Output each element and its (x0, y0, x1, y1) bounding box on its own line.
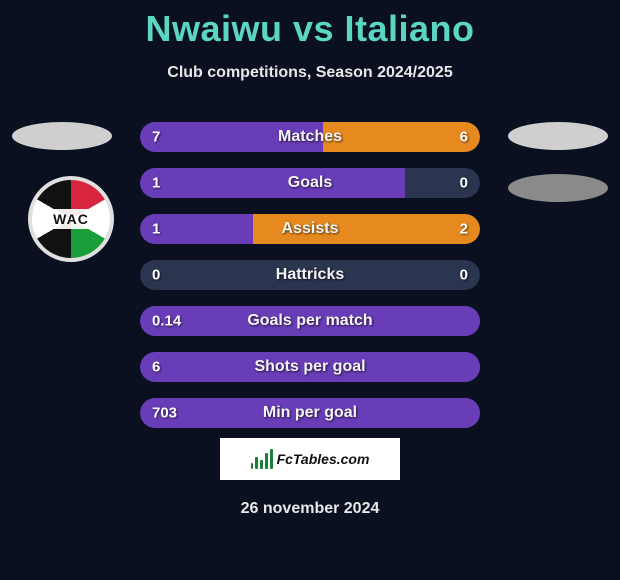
club-badge-left: WAC (28, 176, 114, 262)
stat-label: Matches (278, 128, 342, 146)
stats-container: 7 6 Matches 1 0 Goals 1 2 Assists 0 0 Hattricks 0.14… (140, 122, 480, 444)
stat-value-left: 0.14 (152, 313, 181, 330)
stat-label: Goals per match (247, 312, 372, 330)
stat-value-right: 6 (460, 129, 468, 146)
stat-row: 1 0 Goals (140, 168, 480, 198)
stat-value-left: 6 (152, 359, 160, 376)
stat-row: 6 Shots per goal (140, 352, 480, 382)
stat-row: 0 0 Hattricks (140, 260, 480, 290)
club-right-placeholder (508, 174, 608, 202)
brand-chart-icon (251, 449, 273, 469)
stat-value-left: 1 (152, 175, 160, 192)
club-badge-label: WAC (47, 209, 95, 229)
stat-value-left: 703 (152, 405, 177, 422)
stat-value-left: 1 (152, 221, 160, 238)
stat-bar-left-fill (140, 168, 405, 198)
stat-value-left: 7 (152, 129, 160, 146)
stat-label: Min per goal (263, 404, 357, 422)
stat-row: 703 Min per goal (140, 398, 480, 428)
stat-label: Hattricks (276, 266, 344, 284)
stat-row: 1 2 Assists (140, 214, 480, 244)
page-title: Nwaiwu vs Italiano (0, 0, 620, 50)
stat-row: 0.14 Goals per match (140, 306, 480, 336)
stat-value-left: 0 (152, 267, 160, 284)
stat-label: Assists (282, 220, 339, 238)
stat-label: Goals (288, 174, 332, 192)
player-right-placeholder (508, 122, 608, 150)
stat-value-right: 2 (460, 221, 468, 238)
stat-row: 7 6 Matches (140, 122, 480, 152)
stat-value-right: 0 (460, 175, 468, 192)
date-label: 26 november 2024 (241, 500, 380, 518)
subtitle: Club competitions, Season 2024/2025 (0, 64, 620, 82)
brand-box: FcTables.com (220, 438, 400, 480)
stat-label: Shots per goal (254, 358, 365, 376)
player-left-placeholder (12, 122, 112, 150)
stat-bar-right-fill (323, 122, 480, 152)
brand-text: FcTables.com (277, 451, 370, 467)
stat-value-right: 0 (460, 267, 468, 284)
